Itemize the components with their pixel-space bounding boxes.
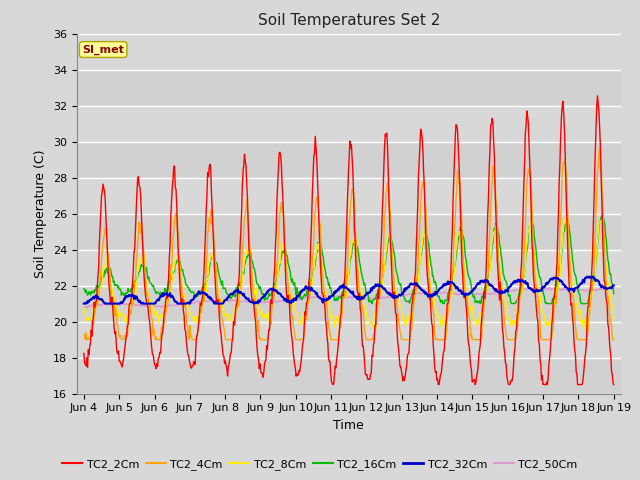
Y-axis label: Soil Temperature (C): Soil Temperature (C) — [35, 149, 47, 278]
Bar — [77, 142, 621, 178]
Bar — [77, 250, 621, 286]
Text: SI_met: SI_met — [82, 44, 124, 55]
Bar — [77, 70, 621, 106]
Bar — [77, 286, 621, 322]
Bar — [77, 106, 621, 142]
X-axis label: Time: Time — [333, 419, 364, 432]
Bar — [77, 34, 621, 70]
Bar — [77, 178, 621, 214]
Bar — [77, 214, 621, 250]
Bar — [77, 358, 621, 394]
Legend: TC2_2Cm, TC2_4Cm, TC2_8Cm, TC2_16Cm, TC2_32Cm, TC2_50Cm: TC2_2Cm, TC2_4Cm, TC2_8Cm, TC2_16Cm, TC2… — [58, 455, 582, 474]
Bar — [77, 322, 621, 358]
Title: Soil Temperatures Set 2: Soil Temperatures Set 2 — [258, 13, 440, 28]
